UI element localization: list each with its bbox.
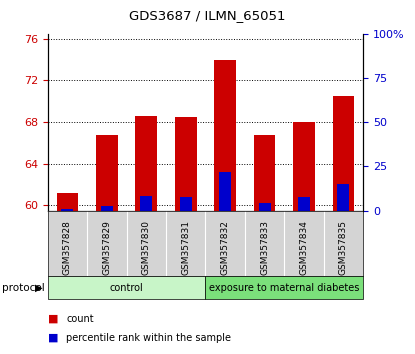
Text: GSM357828: GSM357828 xyxy=(63,221,72,275)
Text: GSM357829: GSM357829 xyxy=(103,221,111,275)
Text: count: count xyxy=(66,314,94,324)
Bar xyxy=(96,135,118,211)
Bar xyxy=(219,172,231,211)
Bar xyxy=(180,198,192,211)
Bar xyxy=(48,276,205,299)
Text: GSM357834: GSM357834 xyxy=(300,221,308,275)
Text: percentile rank within the sample: percentile rank within the sample xyxy=(66,333,232,343)
Text: protocol: protocol xyxy=(2,282,45,293)
Bar xyxy=(337,184,349,211)
Bar xyxy=(293,122,315,211)
Bar xyxy=(56,193,78,211)
Bar xyxy=(298,198,310,211)
Text: GDS3687 / ILMN_65051: GDS3687 / ILMN_65051 xyxy=(129,9,286,22)
Text: GSM357835: GSM357835 xyxy=(339,221,348,275)
Text: exposure to maternal diabetes: exposure to maternal diabetes xyxy=(209,282,359,293)
Bar xyxy=(332,96,354,211)
Text: GSM357833: GSM357833 xyxy=(260,221,269,275)
Text: control: control xyxy=(110,282,144,293)
Text: GSM357830: GSM357830 xyxy=(142,221,151,275)
Bar xyxy=(254,135,276,211)
Text: ■: ■ xyxy=(48,314,58,324)
Text: ▶: ▶ xyxy=(35,282,43,293)
Text: GSM357832: GSM357832 xyxy=(221,221,229,275)
Bar xyxy=(175,117,197,211)
Bar xyxy=(135,116,157,211)
Bar xyxy=(205,276,363,299)
Bar xyxy=(101,206,113,211)
Bar xyxy=(259,202,271,211)
Bar xyxy=(214,60,236,211)
Text: GSM357831: GSM357831 xyxy=(181,221,190,275)
Bar xyxy=(140,196,152,211)
Text: ■: ■ xyxy=(48,333,58,343)
Bar xyxy=(61,209,73,211)
